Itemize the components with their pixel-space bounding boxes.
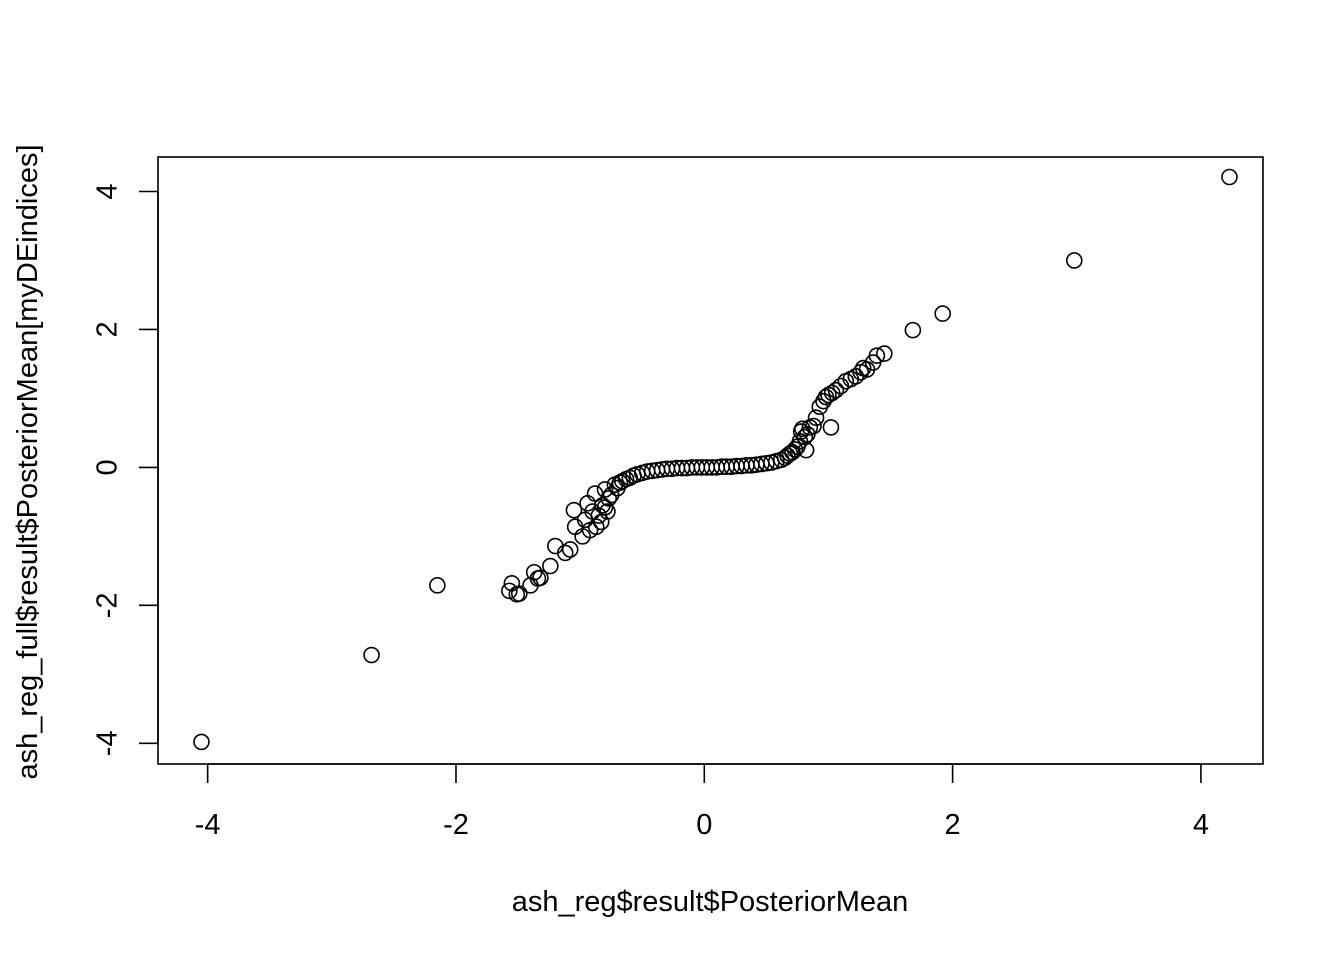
data-point (596, 481, 614, 498)
y-tick-label: 4 (92, 183, 124, 199)
data-point (599, 503, 616, 520)
data-point (542, 557, 559, 575)
data-point (532, 569, 549, 587)
data-point (614, 472, 631, 490)
data-point (561, 541, 579, 558)
data-point (587, 518, 605, 536)
x-axis-label: ash_reg$result$PosteriorMean (512, 886, 909, 918)
data-point (868, 347, 886, 364)
y-tick-label: 2 (92, 321, 124, 337)
x-tick-label: 4 (1193, 809, 1209, 841)
data-point (807, 409, 825, 427)
y-axis: -4 -2 0 2 4 (92, 183, 159, 756)
data-point (811, 398, 829, 415)
data-point (805, 417, 822, 435)
data-point (796, 428, 814, 446)
data-point (429, 577, 446, 594)
data-point (799, 425, 816, 443)
data-point (822, 419, 840, 436)
data-points (193, 168, 1238, 751)
data-point (556, 544, 574, 562)
x-tick-label: 2 (945, 809, 961, 841)
data-point (794, 420, 811, 438)
y-axis-label: ash_reg_full$result$PosteriorMean[myDEin… (12, 144, 44, 779)
x-tick-label: 0 (696, 809, 712, 841)
x-axis: -4 -2 0 2 4 (195, 763, 1209, 841)
data-point (1221, 168, 1238, 186)
x-tick-label: -2 (443, 809, 469, 841)
data-point (934, 305, 951, 322)
data-point (876, 345, 893, 362)
data-point (1065, 252, 1083, 269)
data-point (786, 441, 804, 458)
data-point (600, 490, 617, 507)
data-point (363, 646, 380, 664)
data-point (566, 518, 584, 536)
data-point (827, 381, 845, 399)
x-tick-label: -4 (195, 809, 221, 841)
data-point (565, 501, 583, 519)
data-point (815, 392, 832, 410)
data-point (904, 321, 922, 339)
y-tick-label: 0 (92, 459, 124, 475)
y-tick-label: -2 (92, 592, 124, 618)
data-point (193, 733, 210, 751)
y-tick-label: -4 (92, 730, 124, 756)
data-point (797, 441, 815, 459)
data-point (510, 585, 528, 602)
data-point (547, 537, 564, 555)
data-point (501, 582, 518, 600)
